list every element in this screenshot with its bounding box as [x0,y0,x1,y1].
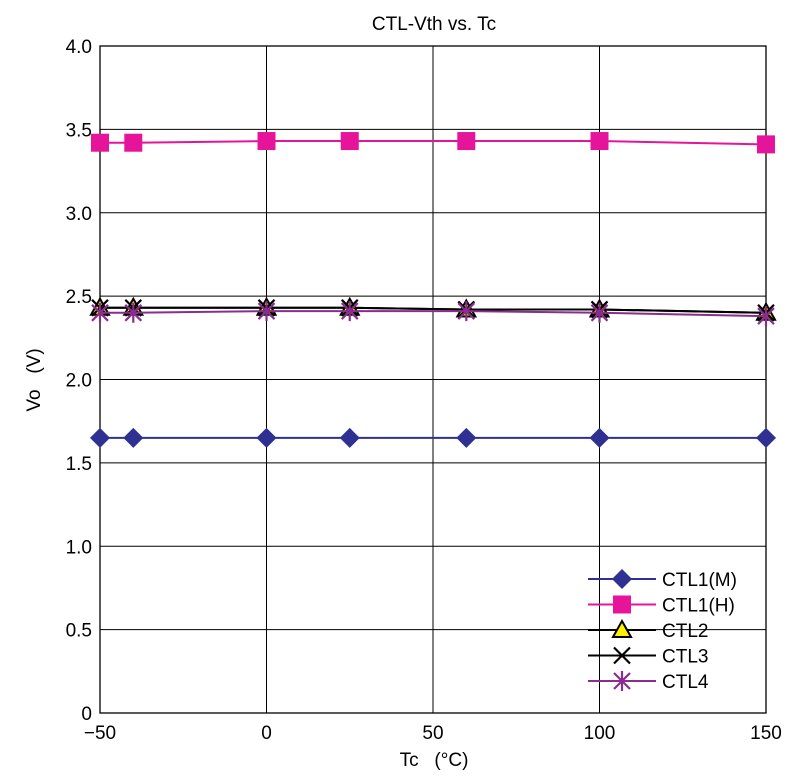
data-point [339,427,360,448]
legend-marker [613,646,631,665]
legend-marker [613,671,631,691]
data-point [340,132,359,151]
data-point [124,302,143,323]
y-tick-label: 3.5 [66,120,92,141]
y-tick-label: 2.5 [66,287,92,308]
y-tick-label: 1.5 [66,454,92,475]
legend-label: CTL1(M) [662,570,737,591]
data-point [124,133,143,152]
data-point [123,427,144,448]
x-tick-label: 100 [584,723,616,744]
grid-lines [100,46,766,713]
data-point [757,135,775,154]
data-point [91,133,109,152]
data-point [590,302,609,323]
data-point [756,427,776,448]
y-axis-label: Vo (V) [24,348,45,411]
legend-label: CTL4 [662,672,709,693]
data-point [90,427,110,448]
legend: CTL1(M) CTL1(H) CTL2 CTL3 CTL4 [588,569,737,693]
x-tick-label: −50 [84,723,116,744]
legend-item: CTL3 [588,647,708,668]
data-point [257,132,276,151]
legend-item: CTL1(H) [588,595,735,617]
data-point [340,301,359,322]
data-point [457,301,476,322]
x-tick-label: 50 [422,723,443,744]
data-point [257,301,276,322]
legend-label: CTL2 [662,621,708,642]
x-tick-label: 150 [750,723,782,744]
y-tick-label: 2.0 [66,371,92,392]
series-CTL1(M) [90,427,776,448]
data-point [589,427,610,448]
y-tick-label: 1.0 [66,537,92,558]
data-point [457,132,476,151]
x-tick-labels: −50 0 50 100 150 [84,723,782,744]
legend-item: CTL1(M) [588,569,737,591]
series-CTL1(H) [91,132,775,154]
y-tick-label: 0 [81,704,92,725]
y-tick-label: 3.0 [66,204,92,225]
data-point [91,302,109,323]
plot-frame [99,45,767,714]
x-axis-label: Tc (°C) [400,750,469,771]
legend-item: CTL2 [588,618,708,642]
data-point [256,427,277,448]
legend-marker [612,569,632,589]
series-layer [89,132,777,448]
y-tick-labels: 0 0.5 1.0 1.5 2.0 2.5 3.0 3.5 4.0 [66,37,92,725]
legend-marker [613,595,631,614]
legend-label: CTL1(H) [662,596,735,617]
legend-label: CTL3 [662,647,708,668]
x-tick-label: 0 [261,723,272,744]
y-tick-label: 4.0 [66,37,92,58]
data-point [757,306,775,327]
legend-marker [611,618,633,638]
data-point [456,427,477,448]
chart-title: CTL-Vth vs. Tc [372,14,496,35]
legend-item: CTL4 [588,671,709,693]
y-tick-label: 0.5 [66,621,92,642]
series-CTL4 [91,301,775,327]
data-point [590,132,609,151]
